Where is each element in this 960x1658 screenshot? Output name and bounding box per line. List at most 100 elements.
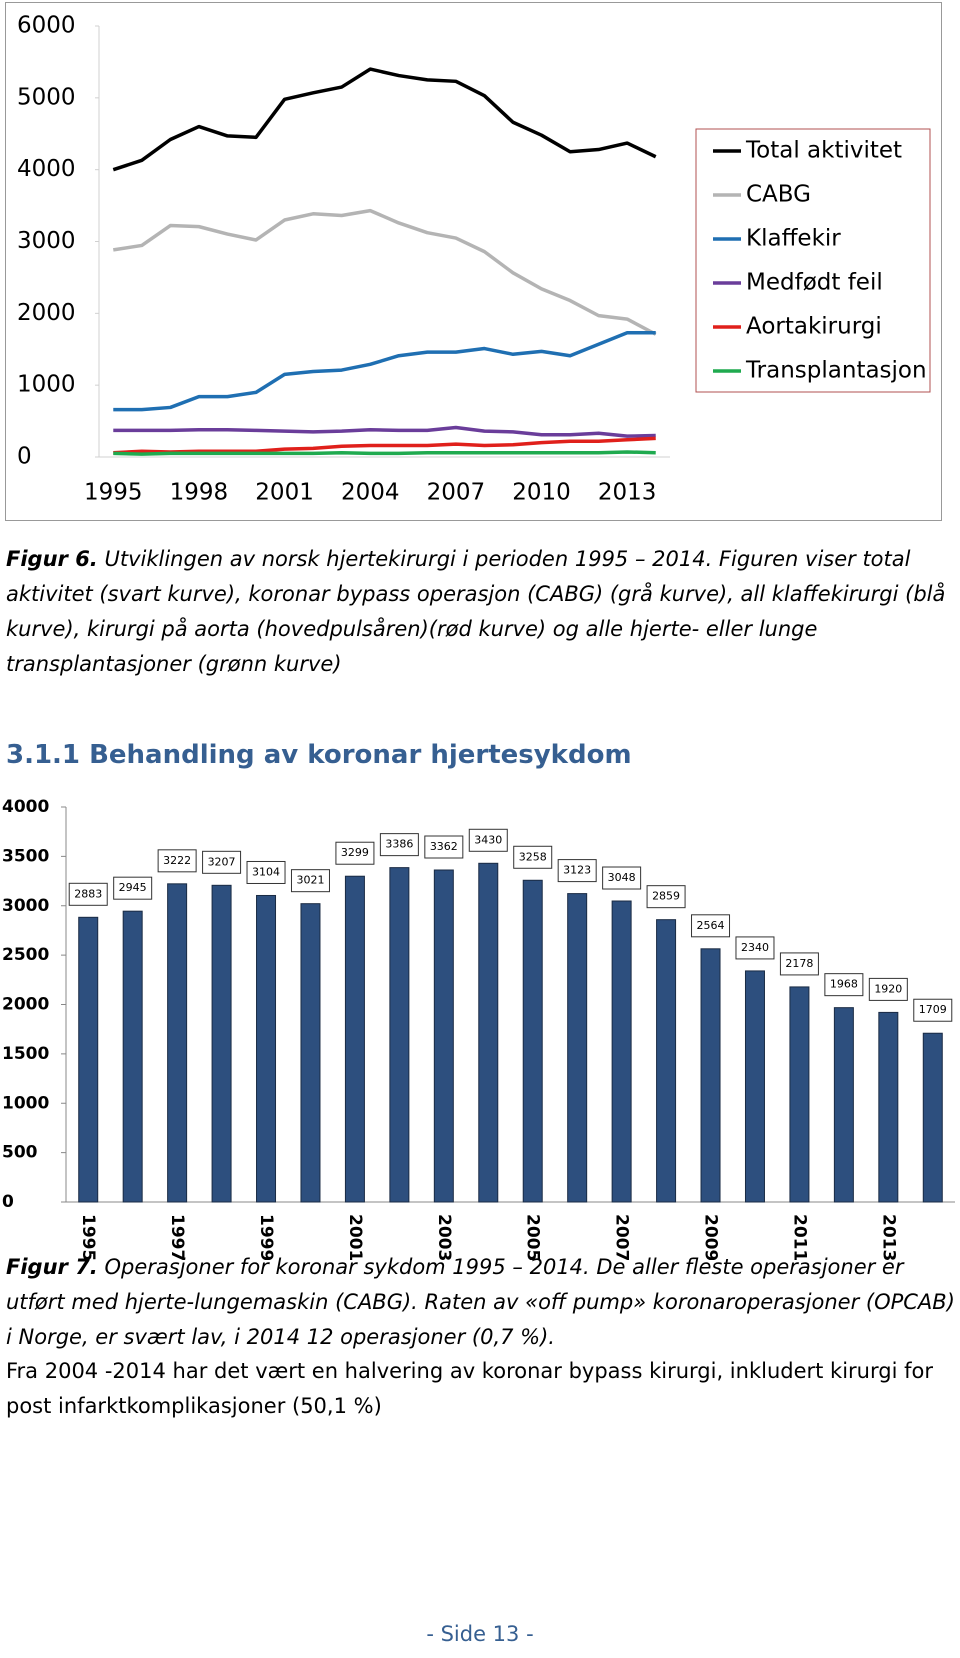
x-tick-label: 1995 <box>78 1214 98 1260</box>
value-label-box <box>424 835 464 859</box>
bar <box>211 884 232 1203</box>
x-tick-label: 2001 <box>345 1214 365 1260</box>
value-label-box <box>468 828 508 852</box>
page-footer: - Side 13 - <box>426 1622 534 1646</box>
x-tick-label: 2007 <box>612 1214 632 1260</box>
bar <box>744 970 765 1203</box>
value-label-box <box>824 973 864 997</box>
value-label: 3258 <box>519 850 547 863</box>
data-line <box>112 67 657 172</box>
value-label: 2178 <box>785 957 813 970</box>
bar <box>922 1032 943 1203</box>
y-tick-label: 1500 <box>2 1044 49 1064</box>
x-tick-label: 2004 <box>341 480 400 506</box>
value-label-box <box>646 885 686 909</box>
caption-label: Figur 6. <box>6 547 98 571</box>
legend-label: Aortakirurgi <box>746 314 882 340</box>
bar <box>78 916 99 1203</box>
bar <box>433 869 454 1203</box>
y-tick-label: 0 <box>2 1192 14 1212</box>
data-line <box>113 436 656 455</box>
x-tick-label: 1995 <box>84 480 143 506</box>
value-label: 2564 <box>697 919 725 932</box>
value-label: 1968 <box>830 978 858 991</box>
caption-label: Figur 7. <box>6 1255 98 1279</box>
y-tick-label: 2500 <box>2 945 49 965</box>
value-label-box <box>691 914 731 938</box>
value-label: 3048 <box>608 871 636 884</box>
value-label: 3123 <box>563 864 591 877</box>
bar <box>700 948 721 1203</box>
value-label-box <box>335 841 375 865</box>
legend-label: Total aktivitet <box>745 138 902 164</box>
section-heading: 3.1.1 Behandling av koronar hjertesykdom <box>6 740 632 770</box>
bar <box>122 910 143 1203</box>
legend-label: Klaffekir <box>746 226 841 252</box>
paragraph: Fra 2004 -2014 har det vært en halvering… <box>6 1359 933 1418</box>
bar <box>611 900 632 1203</box>
y-tick-label: 5000 <box>17 84 76 110</box>
value-label-box <box>290 869 330 893</box>
legend-box <box>695 128 931 393</box>
caption-text: Operasjoner for koronar sykdom 1995 – 20… <box>6 1255 955 1349</box>
y-tick-label: 3000 <box>17 228 76 254</box>
x-tick-label: 2007 <box>427 480 486 506</box>
data-line <box>113 330 656 412</box>
data-line <box>113 208 657 336</box>
x-tick-label: 2013 <box>878 1214 898 1260</box>
y-tick-label: 4000 <box>17 156 76 182</box>
y-tick-label: 1000 <box>2 1093 49 1113</box>
value-label: 3222 <box>163 854 191 867</box>
bar <box>167 883 188 1203</box>
x-tick-label: 2011 <box>789 1214 809 1260</box>
bar <box>878 1011 899 1203</box>
value-label-box <box>157 849 197 873</box>
y-tick-label: 4000 <box>2 797 49 817</box>
x-tick-label: 2003 <box>434 1214 454 1260</box>
value-label-box <box>868 977 908 1001</box>
x-tick-label: 1997 <box>167 1214 187 1260</box>
bar <box>300 903 321 1203</box>
value-label-box <box>602 866 642 890</box>
legend-label: Transplantasjon <box>745 358 927 384</box>
value-label-box <box>557 859 597 883</box>
value-label: 2883 <box>74 887 102 900</box>
figure-6-caption: Figur 6. Utviklingen av norsk hjertekiru… <box>6 542 956 682</box>
value-label: 3299 <box>341 846 369 859</box>
bar <box>656 919 677 1203</box>
x-tick-label: 2001 <box>255 480 314 506</box>
y-tick-label: 500 <box>2 1143 38 1163</box>
value-label: 2945 <box>119 881 147 894</box>
bar <box>478 862 499 1203</box>
x-tick-label: 1999 <box>256 1214 276 1260</box>
value-label: 3362 <box>430 840 458 853</box>
bar <box>344 875 365 1203</box>
bar-chart: 0 500 1000 1500 2000 2500 3000 3500 4000 2883 1995… <box>2 797 955 1260</box>
value-label: 1920 <box>874 982 902 995</box>
line-chart: 0 1000 2000 3000 4000 5000 6000 1995 1998 2001 200… <box>5 2 942 521</box>
x-tick-label: 2009 <box>701 1214 721 1260</box>
y-tick-label: 3000 <box>2 896 49 916</box>
bar <box>522 879 543 1203</box>
value-label: 2340 <box>741 941 769 954</box>
value-label-box <box>68 882 108 906</box>
y-tick-label: 3500 <box>2 846 49 866</box>
value-label: 3386 <box>385 838 413 851</box>
x-tick-label: 2010 <box>512 480 571 506</box>
value-label-box <box>113 876 153 900</box>
y-tick-label: 0 <box>17 444 32 470</box>
y-tick-label: 2000 <box>17 300 76 326</box>
data-line <box>113 425 656 438</box>
y-tick-label: 1000 <box>17 372 76 398</box>
legend-label: CABG <box>746 182 811 208</box>
value-label: 3430 <box>474 833 502 846</box>
bar <box>567 893 588 1203</box>
bar <box>256 894 277 1203</box>
y-tick-label: 2000 <box>2 995 49 1015</box>
value-label: 1709 <box>919 1003 947 1016</box>
value-label: 2859 <box>652 890 680 903</box>
value-label-box <box>913 998 953 1022</box>
value-label: 3207 <box>208 855 236 868</box>
value-label: 3021 <box>296 874 324 887</box>
